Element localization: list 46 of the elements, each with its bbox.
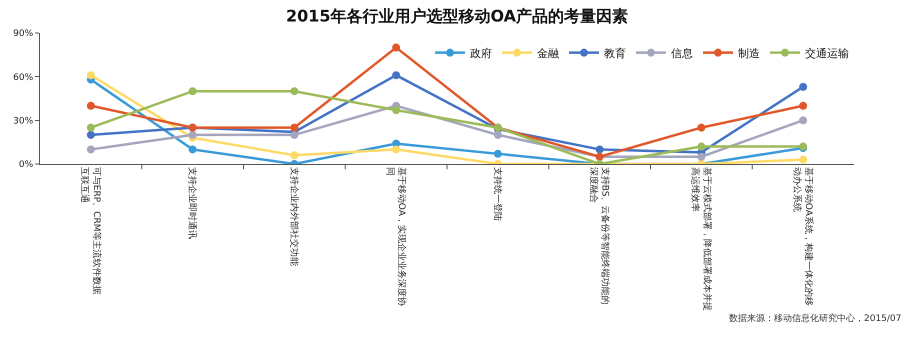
point [392, 71, 400, 80]
point [188, 145, 197, 154]
point [596, 145, 604, 154]
point [290, 87, 298, 96]
x-tick-label: 支持企业即时通讯 [186, 166, 198, 239]
x-tick-label: 基于云模式部署，降低部署成本并提高运维效率 [690, 166, 712, 311]
point [697, 152, 706, 161]
y-tick-label: 0% [18, 160, 34, 170]
y-tick-label: 60% [13, 72, 34, 83]
legend-label: 教育 [604, 46, 626, 60]
x-tick-label: 可与ERP、CRM等主流软件数据互联互通 [79, 166, 102, 294]
point [290, 124, 298, 132]
chart-title: 2015年各行业用户选型移动OA产品的考量因素 [286, 6, 628, 26]
point [697, 142, 706, 151]
point [86, 71, 95, 80]
point [86, 124, 95, 132]
point [188, 130, 197, 139]
y-tick-label: 90% [13, 29, 34, 40]
y-tick-label: 30% [13, 116, 34, 126]
legend-label: 信息 [671, 46, 693, 60]
x-tick-label: 支持企业内外部社交功能 [288, 166, 300, 266]
x-tick-label: 基于移动OA，实现企业业务深度协同 [384, 166, 408, 306]
x-tick-label: 支持统一登陆 [492, 166, 503, 221]
legend-label: 交通运输 [805, 46, 849, 60]
point [494, 150, 502, 158]
legend-label: 政府 [470, 46, 492, 60]
point [392, 145, 400, 154]
point [392, 106, 400, 114]
point [799, 82, 808, 91]
point [188, 87, 197, 96]
x-tick-label: 基于移动OA系统，构建一体化的移动办公系统 [791, 166, 814, 306]
point [697, 124, 706, 132]
point [290, 151, 298, 160]
point [799, 116, 808, 124]
point [392, 44, 400, 52]
point [799, 156, 808, 164]
point [86, 130, 95, 139]
legend-label: 制造 [738, 46, 760, 60]
point [799, 102, 808, 110]
point [494, 130, 502, 139]
point [86, 145, 95, 154]
x-tick-label: 支持BS、云备份等智能终端功能的深度融合 [588, 166, 611, 305]
point [86, 102, 95, 110]
point [290, 130, 298, 139]
legend-label: 金融 [537, 46, 559, 60]
source-note: 数据来源：移动信息化研究中心，2015/07 [729, 313, 902, 324]
